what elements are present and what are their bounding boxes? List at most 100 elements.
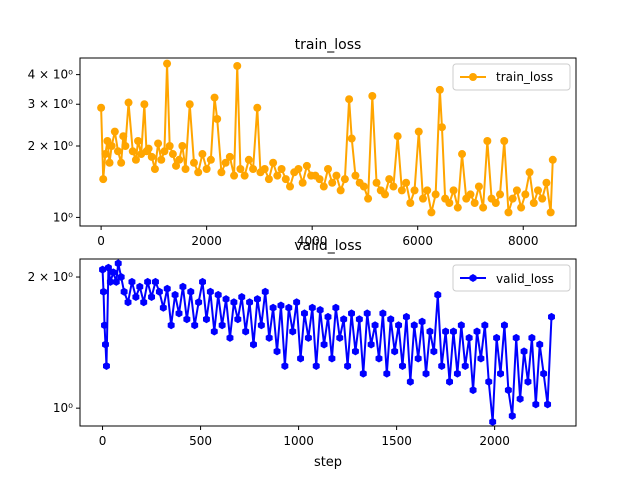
train-loss-data-point [470, 199, 479, 208]
valid-loss-data-point [269, 303, 277, 312]
train-loss-data-point [147, 152, 156, 161]
valid-loss-data-point [253, 295, 261, 304]
train-loss-data-point [427, 208, 436, 217]
train-loss-y-tick-label: 3 × 10⁰ [28, 97, 74, 111]
train-loss-data-point [332, 171, 341, 180]
valid-loss-data-point [548, 312, 555, 321]
train-loss-data-point [140, 100, 149, 109]
train-loss-data-point [500, 136, 509, 145]
train-loss-data-point [128, 147, 137, 156]
train-loss-legend: train_loss [452, 63, 571, 91]
valid-loss-data-point [199, 277, 206, 286]
valid-loss-data-point [195, 298, 203, 307]
valid-loss-data-point [324, 312, 332, 321]
train-loss-data-point [97, 103, 106, 112]
train-loss-data-point [402, 178, 411, 187]
valid-loss-data-point [308, 303, 316, 312]
valid-loss-data-point [285, 303, 293, 312]
valid-loss-data-point [163, 284, 171, 293]
valid-loss-data-point [297, 354, 305, 363]
valid-loss-data-point [493, 333, 501, 342]
valid-loss-data-point [351, 347, 359, 356]
valid-loss-data-point [363, 309, 371, 318]
train-loss-data-point [324, 165, 332, 173]
train-loss-legend-marker [469, 73, 477, 81]
train-loss-data-point [380, 190, 389, 199]
train-loss-data-point [160, 147, 169, 156]
valid-loss-data-point [410, 321, 418, 330]
valid-loss-data-point [101, 321, 108, 330]
train-loss-data-point [221, 158, 230, 167]
train-loss-data-point [294, 165, 303, 173]
valid-loss-data-point [114, 259, 122, 268]
valid-loss-data-point [532, 400, 540, 409]
valid-loss-x-ticks: 0 500 1000 1500 2000 [99, 426, 510, 448]
train-loss-data-point [418, 194, 427, 203]
valid-loss-data-point [434, 290, 442, 299]
train-loss-data-point [449, 186, 458, 195]
train-loss-data-point [359, 182, 368, 191]
valid-loss-data-point [183, 315, 191, 324]
valid-loss-x-axis-label: step [314, 455, 342, 470]
valid-loss-data-point [124, 298, 132, 307]
valid-loss-data-point [99, 265, 107, 274]
valid-loss-data-point [481, 321, 489, 330]
train-loss-data-point [260, 165, 269, 173]
valid-loss-data-point [371, 321, 379, 330]
train-loss-data-point [150, 165, 159, 173]
valid-loss-data-point [430, 347, 438, 356]
train-loss-data-point [453, 203, 462, 212]
train-loss-data-point [406, 199, 415, 208]
train-loss-y-tick-label: 4 × 10⁰ [28, 68, 74, 82]
valid-loss-legend: valid_loss [452, 264, 571, 292]
train-loss-data-point [414, 127, 423, 136]
train-loss-data-point [101, 150, 110, 159]
train-loss-y-tick-label: 10⁰ [53, 210, 73, 224]
valid-loss-data-point [336, 333, 344, 342]
train-loss-data-point [230, 171, 239, 180]
train-loss-data-point [236, 165, 245, 173]
train-loss-data-point [458, 150, 467, 159]
train-loss-data-point [277, 165, 286, 173]
valid-loss-data-point [402, 312, 410, 321]
valid-loss-data-point [250, 340, 257, 349]
train-loss-x-tick-label: 4000 [297, 234, 328, 248]
train-loss-data-point [189, 158, 198, 167]
train-loss-data-point [340, 175, 349, 184]
train-loss-legend-box [452, 63, 571, 91]
train-loss-data-point [521, 190, 530, 199]
train-loss-data-point [281, 175, 290, 184]
valid-loss-data-point [485, 377, 493, 386]
train-loss-data-point [517, 203, 526, 212]
train-loss-data-point [431, 190, 440, 199]
valid-loss-data-point [406, 377, 414, 386]
valid-loss-data-point [159, 303, 167, 312]
train-loss-x-tick-label: 8000 [508, 234, 539, 248]
train-loss-data-point [512, 186, 521, 195]
train-loss-data-point [538, 194, 547, 203]
train-loss-data-point [437, 123, 446, 132]
valid-loss-data-point [273, 347, 281, 356]
valid-loss-data-point [450, 327, 457, 336]
valid-loss-data-point [103, 361, 110, 370]
valid-loss-data-point [328, 354, 336, 363]
train-loss-data-point [269, 158, 278, 167]
train-loss-data-point [315, 175, 324, 184]
train-loss-data-point [244, 155, 253, 164]
train-loss-title: train_loss [295, 37, 362, 53]
train-loss-data-point [474, 182, 483, 191]
valid-loss-data-point [132, 292, 140, 301]
valid-loss-data-point [516, 394, 524, 403]
train-loss-data-point [410, 186, 419, 195]
train-loss-data-point [347, 134, 356, 143]
train-loss-data-point [466, 190, 475, 199]
valid-loss-data-point [257, 321, 265, 330]
train-loss-data-point [368, 92, 377, 100]
valid-loss-title: valid_loss [294, 238, 362, 254]
valid-loss-data-point [289, 327, 297, 336]
train-loss-data-point [534, 186, 543, 195]
train-loss-data-point [345, 95, 354, 104]
train-loss-data-point [225, 152, 234, 161]
train-loss-data-point [105, 158, 114, 167]
valid-loss-x-tick-label: 1000 [283, 434, 314, 448]
